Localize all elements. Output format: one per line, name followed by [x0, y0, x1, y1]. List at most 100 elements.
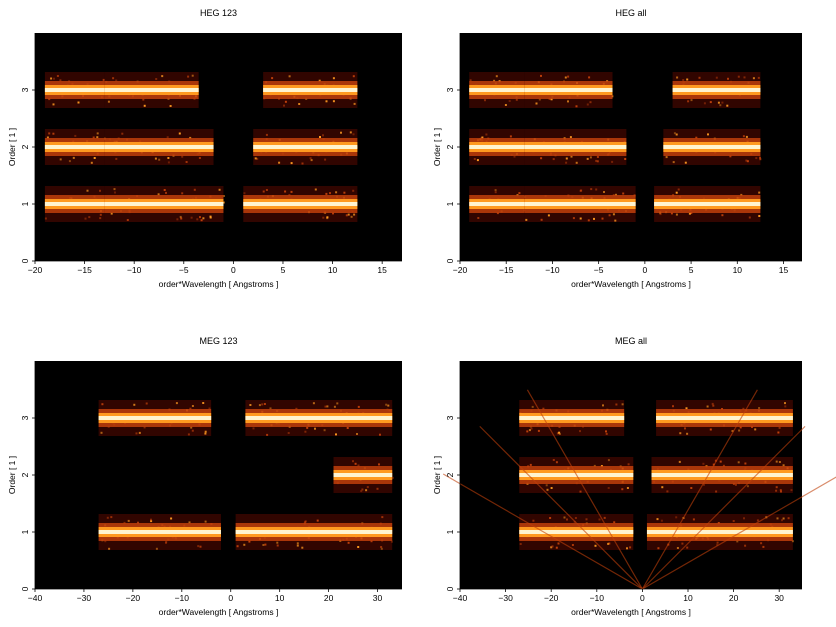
panel-title: MEG all: [615, 336, 647, 346]
panel-title: MEG 123: [199, 336, 237, 346]
band-order-3: [245, 400, 393, 436]
band-speckle: [621, 488, 624, 491]
band-speckle: [675, 213, 678, 216]
band-order-2: [524, 129, 627, 165]
zero-order-streak: [479, 425, 643, 590]
band-speckle: [180, 217, 183, 220]
band-speckle: [271, 77, 274, 80]
band-speckle: [571, 544, 574, 546]
band-speckle: [379, 433, 381, 436]
band-speckle: [99, 217, 102, 220]
band-speckle: [567, 100, 569, 103]
band-speckle: [322, 216, 325, 219]
band-speckle: [115, 157, 118, 160]
band-speckle: [185, 161, 188, 163]
band-speckle: [145, 402, 148, 405]
x-tick-label: −10: [175, 593, 190, 603]
band-speckle: [266, 433, 269, 436]
band-speckle: [712, 404, 715, 407]
band-speckle: [113, 188, 116, 191]
band-speckle: [189, 407, 192, 410]
band-order-3: [469, 72, 525, 108]
band-speckle: [775, 486, 778, 489]
y-tick-label: 1: [445, 201, 455, 206]
band-speckle: [169, 105, 172, 107]
band-peak: [524, 145, 627, 149]
band-speckle: [744, 462, 747, 465]
band-speckle: [627, 463, 630, 466]
band-peak: [104, 145, 214, 149]
band-speckle: [496, 212, 499, 215]
band-speckle: [296, 542, 299, 545]
band-speckle: [608, 214, 611, 217]
band-speckle: [556, 432, 559, 435]
band-speckle: [191, 405, 194, 407]
band-speckle: [540, 74, 542, 77]
band-speckle: [202, 217, 205, 220]
y-tick-label: 3: [445, 87, 455, 92]
band-speckle: [587, 219, 590, 222]
band-order-3: [519, 400, 625, 436]
band-order-1: [243, 186, 358, 222]
band-speckle: [380, 546, 383, 548]
band-speckle: [46, 136, 49, 139]
band-peak: [519, 416, 625, 420]
band-speckle: [93, 157, 96, 159]
band-speckle: [727, 77, 729, 80]
band-speckle: [366, 486, 369, 489]
band-speckle: [296, 544, 299, 547]
x-tick-label: −20: [28, 265, 43, 275]
band-speckle: [198, 157, 201, 159]
band-speckle: [265, 189, 268, 191]
band-speckle: [481, 136, 484, 139]
band-order-2: [253, 129, 358, 165]
x-tick-label: 15: [779, 265, 789, 275]
band-speckle: [193, 188, 196, 191]
band-speckle: [528, 429, 531, 432]
band-speckle: [738, 429, 741, 432]
x-tick-label: −20: [453, 265, 468, 275]
band-speckle: [695, 136, 698, 139]
band-speckle: [336, 402, 339, 405]
band-speckle: [202, 402, 205, 404]
band-speckle: [284, 190, 287, 193]
band-speckle: [197, 545, 200, 548]
band-speckle: [742, 407, 745, 410]
band-speckle: [729, 155, 732, 158]
band-speckle: [572, 217, 575, 220]
band-speckle: [659, 213, 662, 216]
band-speckle: [565, 161, 568, 164]
band-speckle: [775, 489, 778, 492]
band-speckle: [243, 192, 246, 195]
band-speckle: [102, 78, 105, 81]
band-order-1: [98, 514, 221, 550]
x-tick-label: −40: [453, 593, 468, 603]
band-speckle: [325, 100, 328, 103]
band-speckle: [178, 132, 181, 135]
band-speckle: [688, 212, 691, 215]
band-speckle: [306, 426, 309, 429]
band-speckle: [312, 402, 315, 405]
band-speckle: [549, 517, 552, 519]
y-tick-label: 0: [445, 586, 455, 591]
band-speckle: [323, 429, 326, 432]
band-speckle: [550, 487, 553, 489]
band-speckle: [709, 428, 712, 431]
band-speckle: [731, 430, 734, 432]
band-peak: [672, 88, 761, 92]
band-speckle: [196, 218, 199, 221]
band-speckle: [167, 157, 170, 159]
band-speckle: [737, 75, 740, 78]
x-tick-label: 15: [377, 265, 387, 275]
band-speckle: [263, 403, 266, 405]
zero-order-streak: [642, 476, 836, 590]
band-speckle: [684, 427, 686, 430]
band-speckle: [513, 155, 516, 158]
y-tick-label: 2: [445, 144, 455, 149]
band-speckle: [736, 540, 739, 543]
band-speckle: [484, 99, 486, 102]
band-speckle: [329, 192, 331, 195]
band-speckle: [744, 544, 747, 547]
band-speckle: [485, 133, 488, 136]
x-tick-label: −5: [179, 265, 189, 275]
